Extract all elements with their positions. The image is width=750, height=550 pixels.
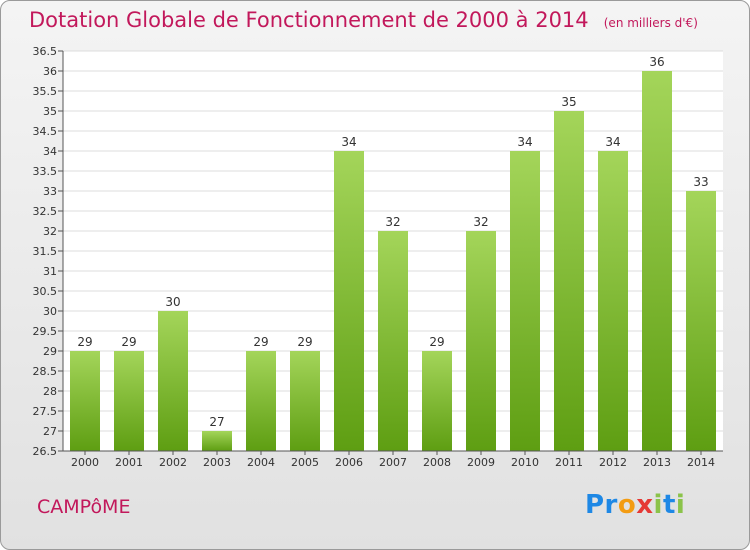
x-tick-label: 2009 — [467, 456, 495, 469]
data-label: 34 — [341, 135, 356, 149]
data-label: 33 — [693, 175, 708, 189]
bar — [686, 191, 716, 451]
y-tick-label: 33.5 — [33, 165, 58, 178]
bar — [158, 311, 188, 451]
x-tick-label: 2001 — [115, 456, 143, 469]
y-tick-label: 32.5 — [33, 205, 58, 218]
bar — [642, 71, 672, 451]
y-tick-label: 30 — [43, 305, 57, 318]
y-tick-label: 30.5 — [33, 285, 58, 298]
data-label: 32 — [473, 215, 488, 229]
x-tick-label: 2008 — [423, 456, 451, 469]
y-tick-label: 32 — [43, 225, 57, 238]
y-tick-label: 28.5 — [33, 365, 58, 378]
bar — [422, 351, 452, 451]
chart-title: Dotation Globale de Fonctionnement de 20… — [29, 8, 589, 32]
y-tick-label: 27.5 — [33, 405, 58, 418]
data-label: 29 — [253, 335, 268, 349]
y-tick-label: 28 — [43, 385, 57, 398]
y-tick-label: 29.5 — [33, 325, 58, 338]
y-tick-label: 31.5 — [33, 245, 58, 258]
bar — [598, 151, 628, 451]
y-tick-label: 29 — [43, 345, 57, 358]
bar — [334, 151, 364, 451]
data-label: 36 — [649, 55, 664, 69]
y-tick-label: 34 — [43, 145, 57, 158]
data-label: 34 — [605, 135, 620, 149]
bar — [114, 351, 144, 451]
y-tick-label: 33 — [43, 185, 57, 198]
commune-name: CAMPôME — [37, 496, 131, 518]
y-tick-label: 35 — [43, 105, 57, 118]
data-label: 35 — [561, 95, 576, 109]
x-tick-label: 2002 — [159, 456, 187, 469]
y-tick-label: 26.5 — [33, 445, 58, 458]
bar — [290, 351, 320, 451]
x-tick-label: 2006 — [335, 456, 363, 469]
y-tick-label: 36 — [43, 65, 57, 78]
bar — [554, 111, 584, 451]
logo-part: i — [675, 490, 686, 520]
x-tick-label: 2000 — [71, 456, 99, 469]
data-label: 29 — [121, 335, 136, 349]
y-tick-label: 36.5 — [33, 45, 58, 58]
x-tick-label: 2011 — [555, 456, 583, 469]
data-label: 34 — [517, 135, 532, 149]
x-tick-label: 2005 — [291, 456, 319, 469]
y-tick-label: 34.5 — [33, 125, 58, 138]
bar — [246, 351, 276, 451]
x-tick-label: 2003 — [203, 456, 231, 469]
data-label: 32 — [385, 215, 400, 229]
logo-part: i — [653, 490, 663, 520]
x-tick-label: 2004 — [247, 456, 275, 469]
data-label: 29 — [429, 335, 444, 349]
x-tick-label: 2013 — [643, 456, 671, 469]
data-label: 27 — [209, 415, 224, 429]
y-tick-label: 35.5 — [33, 85, 58, 98]
logo-part: o — [617, 490, 637, 520]
title-block: Dotation Globale de Fonctionnement de 20… — [29, 8, 698, 32]
bar — [202, 431, 232, 451]
logo-part: x — [636, 490, 654, 520]
x-tick-label: 2012 — [599, 456, 627, 469]
data-label: 30 — [165, 295, 180, 309]
data-label: 29 — [297, 335, 312, 349]
data-label: 29 — [77, 335, 92, 349]
chart-subtitle: (en milliers d'€) — [603, 16, 698, 30]
y-tick-label: 31 — [43, 265, 57, 278]
x-tick-label: 2007 — [379, 456, 407, 469]
proxiti-logo: Proxiti — [585, 490, 685, 520]
x-tick-label: 2014 — [687, 456, 715, 469]
bar — [70, 351, 100, 451]
bar — [466, 231, 496, 451]
logo-part: t — [662, 490, 676, 520]
logo-part: Pr — [585, 490, 618, 520]
y-tick-label: 27 — [43, 425, 57, 438]
x-tick-label: 2010 — [511, 456, 539, 469]
bar — [510, 151, 540, 451]
bar — [378, 231, 408, 451]
